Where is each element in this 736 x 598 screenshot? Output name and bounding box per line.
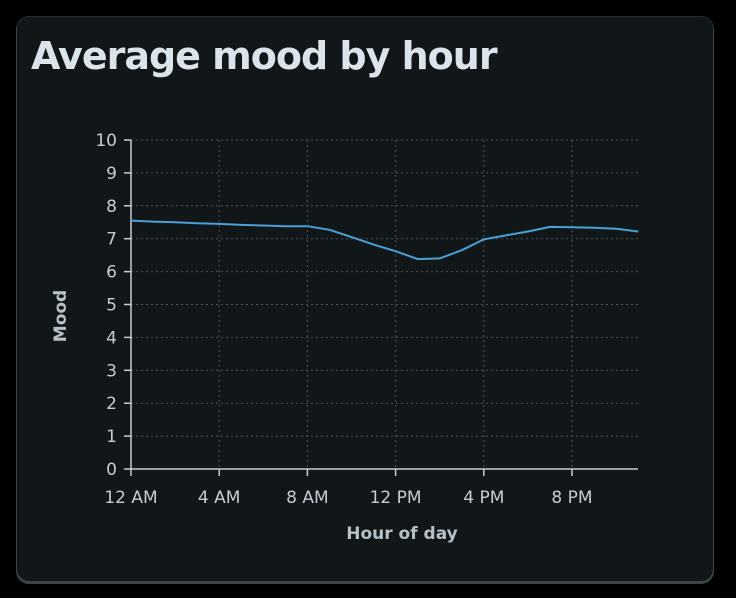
chart-card <box>17 17 713 581</box>
chart-title: Average mood by hour <box>31 34 498 78</box>
y-tick-label: 7 <box>106 230 117 250</box>
y-ticks: 0 1 2 3 4 5 6 7 8 9 10 <box>95 131 131 480</box>
y-tick-label: 8 <box>106 197 117 217</box>
x-tick-label: 4 PM <box>463 488 504 508</box>
y-tick-label: 9 <box>106 164 117 184</box>
y-tick-label: 2 <box>106 394 117 414</box>
gridlines <box>131 139 638 469</box>
x-tick-label: 8 PM <box>551 488 592 508</box>
y-tick-label: 4 <box>106 328 117 348</box>
x-tick-label: 12 AM <box>104 488 157 508</box>
x-tick-label: 12 PM <box>370 488 422 508</box>
y-tick-label: 10 <box>95 131 117 151</box>
y-tick-label: 3 <box>106 361 117 381</box>
x-tick-label: 4 AM <box>198 488 241 508</box>
y-tick-label: 1 <box>106 427 117 447</box>
y-tick-label: 6 <box>106 263 117 283</box>
y-axis-title: Mood <box>51 290 71 342</box>
x-axis-title: Hour of day <box>346 524 458 544</box>
series-line <box>130 219 639 261</box>
y-tick-label: 5 <box>106 296 117 316</box>
x-ticks: 12 AM 4 AM 8 AM 12 PM 4 PM 8 PM <box>104 469 593 508</box>
y-tick-label: 0 <box>106 460 117 480</box>
x-tick-label: 8 AM <box>286 488 329 508</box>
